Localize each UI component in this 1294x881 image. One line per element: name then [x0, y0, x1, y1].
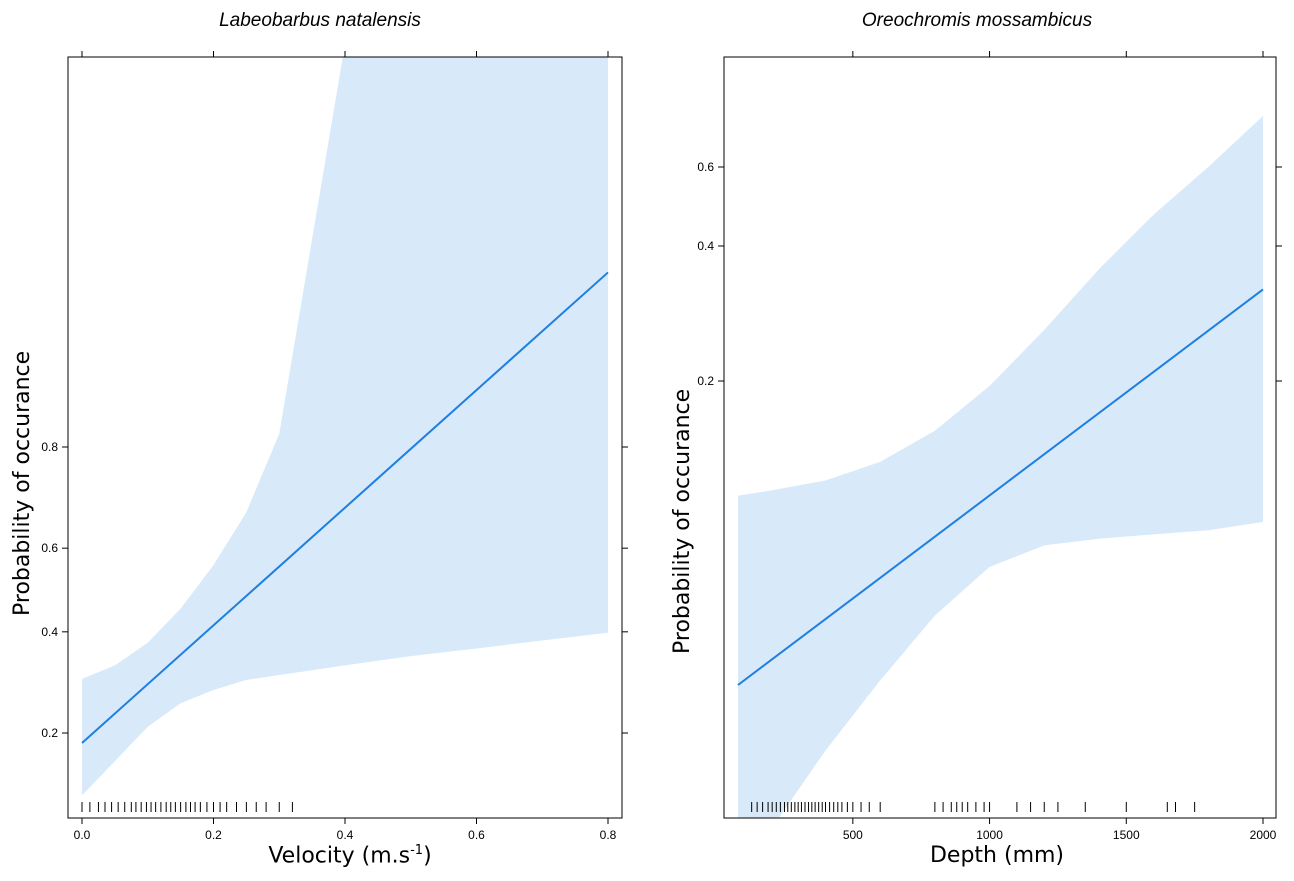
fitted-line [81, 271, 609, 744]
chart-title: Oreochromis mossambicus [861, 10, 1093, 31]
chart-panel-left: Labeobarbus natalensis 0.0 0.2 0.4 0.6 0.8 0.… [0, 0, 640, 876]
x-tick-label: 500 [843, 828, 863, 842]
plot-frame [723, 56, 1277, 819]
plot-area [737, 115, 1264, 818]
y-tick-label: 0.6 [41, 541, 58, 555]
y-tick-label: 0.2 [41, 726, 58, 740]
y-axis-label: Probability of occurance [10, 350, 35, 616]
chart-left-svg: 0.0 0.2 0.4 0.6 0.8 0.2 0.4 0.6 0.8 [41, 51, 628, 842]
confidence-band [738, 115, 1263, 818]
x-tick-label: 2000 [1250, 828, 1277, 842]
fitted-line [737, 288, 1264, 686]
y-tick-label: 0.6 [697, 160, 714, 174]
x-tick-label: 0.8 [600, 828, 617, 842]
x-tick-label: 1500 [1113, 828, 1140, 842]
y-tick-label: 0.8 [41, 440, 58, 454]
x-axis-label: Depth (mm) [929, 843, 1065, 868]
y-tick-label: 0.4 [697, 239, 714, 253]
x-tick-label: 1000 [976, 828, 1003, 842]
x-tick-label: 0.6 [468, 828, 485, 842]
x-tick-label: 0.4 [337, 828, 354, 842]
plot-area [81, 57, 609, 796]
chart-title: Labeobarbus natalensis [219, 10, 421, 31]
y-tick-label: 0.4 [41, 625, 58, 639]
chart-right-svg: 500 1000 1500 2000 0.2 0.4 0.6 [697, 51, 1282, 842]
x-axis-label: Velocity (m.s-1) [268, 843, 432, 869]
y-tick-label: 0.2 [697, 374, 714, 388]
chart-panel-right: Oreochromis mossambicus 500 1000 1500 2000 0… [660, 0, 1294, 876]
y-axis-label: Probability of occurance [670, 388, 695, 654]
confidence-band [82, 57, 608, 796]
x-tick-label: 0.2 [205, 828, 222, 842]
x-tick-label: 0.0 [74, 828, 91, 842]
